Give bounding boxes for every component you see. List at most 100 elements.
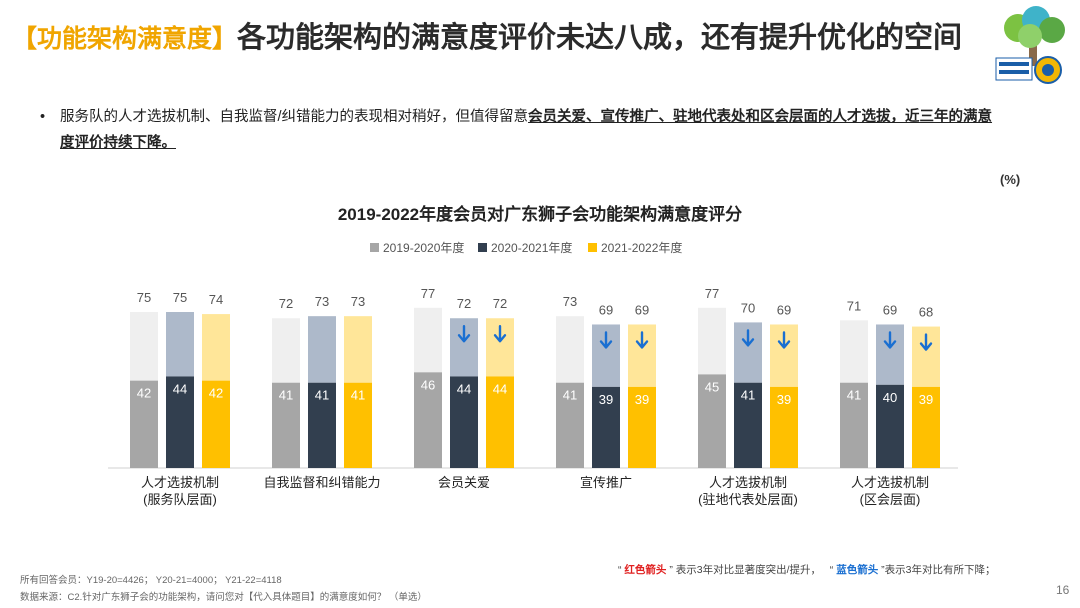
legend-label-0: 2019-2020年度 [383, 240, 464, 255]
label-total-s1-c1: 73 [315, 294, 329, 309]
label-total-s2-c4: 69 [777, 302, 791, 317]
bar-bottom-s0-c3 [556, 382, 584, 468]
label-total-s0-c4: 77 [705, 286, 719, 301]
legend-swatch-1 [478, 243, 487, 252]
bar-bottom-s1-c2 [450, 376, 478, 468]
down-arrow-icon [599, 331, 613, 349]
category-label-4-0: 人才选拔机制 [709, 475, 787, 490]
label-total-s2-c3: 69 [635, 302, 649, 317]
red-arrow-label: 红色箭头 [624, 564, 667, 576]
blue-arrow-desc: ”表示3年对比有所下降； [881, 564, 996, 576]
bar-bottom-s0-c0 [130, 380, 158, 468]
bar-top-s1-c1 [308, 316, 336, 383]
title-tag: 【功能架构满意度】 [12, 25, 238, 53]
category-label-0-1: (服务队层面) [143, 492, 217, 507]
unit-label: (%) [1000, 172, 1021, 187]
label-inner-s1-c0: 44 [173, 381, 187, 396]
label-inner-s0-c5: 41 [847, 388, 861, 403]
bar-bottom-s2-c5 [912, 386, 940, 468]
bar-top-s1-c0 [166, 312, 194, 377]
satisfaction-bar-chart: 2019-2022年度会员对广东狮子会功能架构满意度评分 2019-2020年度 2… [108, 204, 958, 507]
label-inner-s2-c5: 39 [919, 392, 933, 407]
category-label-2-0: 会员关爱 [438, 475, 490, 490]
label-inner-s0-c3: 41 [563, 388, 577, 403]
label-total-s0-c5: 71 [847, 298, 861, 313]
legend-swatch-0 [370, 243, 379, 252]
label-total-s2-c5: 68 [919, 305, 933, 320]
label-inner-s1-c4: 41 [741, 388, 755, 403]
bar-bottom-s2-c1 [344, 382, 372, 468]
bar-bottom-s2-c2 [486, 376, 514, 468]
label-total-s0-c0: 75 [137, 290, 151, 305]
label-inner-s2-c1: 41 [351, 388, 365, 403]
bar-bottom-s0-c1 [272, 382, 300, 468]
legend-swatch-2 [588, 243, 597, 252]
label-total-s0-c2: 77 [421, 286, 435, 301]
down-arrow-icon [741, 329, 755, 347]
category-label-1-0: 自我监督和纠错能力 [263, 475, 380, 490]
down-arrow-icon [883, 331, 897, 349]
bar-bottom-s0-c5 [840, 382, 868, 468]
bullet-text: 服务队的人才选拔机制、自我监督/纠错能力的表现相对稍好，但值得留意会员关爱、宣传… [60, 104, 1000, 156]
bar-bottom-s1-c5 [876, 384, 904, 468]
footnote-sample: 所有回答会员：Y19-20=4426； Y20-21=4000； Y21-22=… [20, 575, 282, 586]
bar-bottom-s1-c1 [308, 382, 336, 468]
blue-arrow-label: 蓝色箭头 [836, 564, 879, 576]
quote-open-1: “ [618, 564, 622, 576]
label-inner-s1-c2: 44 [457, 381, 471, 396]
label-total-s2-c2: 72 [493, 296, 507, 311]
label-inner-s0-c4: 45 [705, 379, 719, 394]
label-inner-s1-c3: 39 [599, 392, 613, 407]
bar-top-s0-c3 [556, 316, 584, 383]
category-label-5-1: (区会层面) [860, 492, 921, 507]
bar-bottom-s2-c4 [770, 386, 798, 468]
bar-bottom-s1-c4 [734, 382, 762, 468]
label-total-s1-c3: 69 [599, 302, 613, 317]
bar-bottom-s2-c0 [202, 380, 230, 468]
category-label-4-1: (驻地代表处层面) [698, 492, 798, 507]
label-total-s0-c3: 73 [563, 294, 577, 309]
label-inner-s2-c2: 44 [493, 381, 507, 396]
arrow-legend-note: “ 红色箭头 ” 表示3年对比显著度突出/提升， “ 蓝色箭头 ”表示3年对比有… [618, 562, 995, 577]
label-total-s1-c2: 72 [457, 296, 471, 311]
bar-top-s0-c1 [272, 318, 300, 383]
bar-top-s0-c0 [130, 312, 158, 381]
footnotes: 所有回答会员：Y19-20=4426； Y20-21=4000； Y21-22=… [20, 572, 427, 606]
bar-top-s0-c5 [840, 320, 868, 383]
page-number: 16 [1056, 583, 1070, 597]
bullet-dot: • [40, 109, 46, 125]
down-arrow-icon [635, 331, 649, 349]
label-inner-s2-c4: 39 [777, 392, 791, 407]
legend-label-2: 2021-2022年度 [601, 240, 682, 255]
page-title: 【功能架构满意度】各功能架构的满意度评价未达八成，还有提升优化的空间 [12, 14, 1002, 62]
bar-top-s0-c2 [414, 307, 442, 373]
footnote-source: 数据来源：C2.针对广东狮子会的功能架构，请问您对【代入具体题目】的满意度如何？… [20, 592, 427, 603]
label-total-s1-c4: 70 [741, 300, 755, 315]
bar-bottom-s2-c3 [628, 386, 656, 468]
red-arrow-desc: ” 表示3年对比显著度突出/提升， [669, 564, 822, 576]
label-inner-s1-c1: 41 [315, 388, 329, 403]
title-main: 各功能架构的满意度评价未达八成，还有提升优化的空间 [237, 22, 963, 54]
category-label-3-0: 宣传推广 [580, 475, 632, 490]
label-inner-s2-c3: 39 [635, 392, 649, 407]
quote-open-2: “ [829, 564, 834, 576]
down-arrow-icon [493, 325, 507, 343]
bullet-text-plain: 服务队的人才选拔机制、自我监督/纠错能力的表现相对稍好，但值得留意 [60, 109, 529, 125]
down-arrow-icon [457, 325, 471, 343]
category-label-5-0: 人才选拔机制 [851, 475, 929, 490]
down-arrow-icon [919, 333, 933, 351]
bar-bottom-s1-c0 [166, 376, 194, 468]
category-label-0-0: 人才选拔机制 [141, 475, 219, 490]
summary-bullet: • 服务队的人才选拔机制、自我监督/纠错能力的表现相对稍好，但值得留意会员关爱、… [40, 104, 1000, 156]
label-total-s1-c5: 69 [883, 302, 897, 317]
label-total-s2-c1: 73 [351, 294, 365, 309]
label-inner-s2-c0: 42 [209, 386, 223, 401]
label-inner-s0-c2: 46 [421, 377, 435, 392]
down-arrow-icon [777, 331, 791, 349]
legend-label-1: 2020-2021年度 [491, 240, 572, 255]
label-inner-s0-c0: 42 [137, 386, 151, 401]
chart-title: 2019-2022年度会员对广东狮子会功能架构满意度评分 [338, 204, 742, 224]
lions-tree-logo-icon [995, 6, 1065, 84]
bar-top-s2-c0 [202, 314, 230, 381]
label-total-s0-c1: 72 [279, 296, 293, 311]
